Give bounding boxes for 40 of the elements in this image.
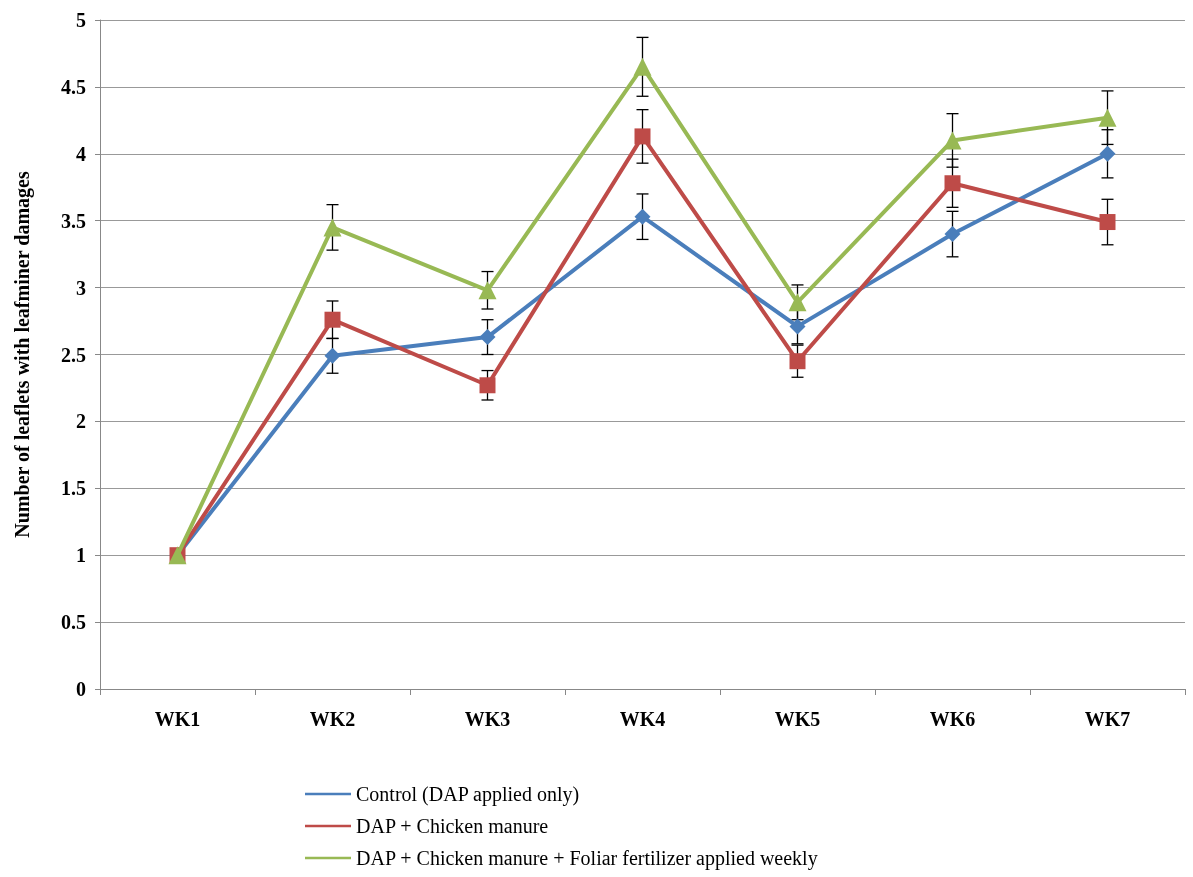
point xyxy=(479,329,496,346)
point xyxy=(479,377,496,394)
y-tick-label: 3 xyxy=(76,276,86,299)
y-tick-label: 3.5 xyxy=(61,209,86,232)
legend-label: DAP + Chicken manure + Foliar fertilizer applied weekly xyxy=(356,847,818,870)
point xyxy=(1099,145,1116,162)
point xyxy=(634,208,651,225)
point xyxy=(943,131,962,150)
y-axis-title: Number of leaflets with leafminer damages xyxy=(11,171,34,538)
x-tick-label: WK3 xyxy=(464,708,511,730)
x-tick-label: WK5 xyxy=(774,708,821,730)
y-tick-label: 1.5 xyxy=(61,477,86,500)
y-tick-label: 4.5 xyxy=(61,75,86,98)
point xyxy=(634,128,651,145)
y-tick-label: 5 xyxy=(76,9,86,31)
point xyxy=(324,347,341,364)
point xyxy=(323,218,342,237)
point xyxy=(944,226,961,243)
point xyxy=(324,311,341,328)
y-tick-label: 1 xyxy=(76,544,86,567)
y-tick-label: 2.5 xyxy=(61,343,86,366)
legend-label: Control (DAP applied only) xyxy=(356,783,580,806)
point xyxy=(789,318,806,335)
y-tick-label: 2 xyxy=(76,410,86,433)
point xyxy=(789,353,806,370)
x-tick-label: WK6 xyxy=(929,708,976,730)
x-tick-label: WK1 xyxy=(154,708,201,730)
x-tick-label: WK4 xyxy=(619,708,666,730)
point xyxy=(1098,108,1117,127)
x-tick-label: WK7 xyxy=(1084,708,1131,730)
y-tick-label: 0 xyxy=(76,678,86,700)
y-tick-label: 4 xyxy=(76,142,86,165)
point xyxy=(788,293,807,312)
point xyxy=(944,175,961,192)
y-tick-label: 0.5 xyxy=(61,611,86,634)
x-tick-label: WK2 xyxy=(309,708,356,730)
point xyxy=(1099,214,1116,231)
legend-label: DAP + Chicken manure xyxy=(356,815,549,837)
point xyxy=(633,57,652,76)
point xyxy=(478,281,497,300)
